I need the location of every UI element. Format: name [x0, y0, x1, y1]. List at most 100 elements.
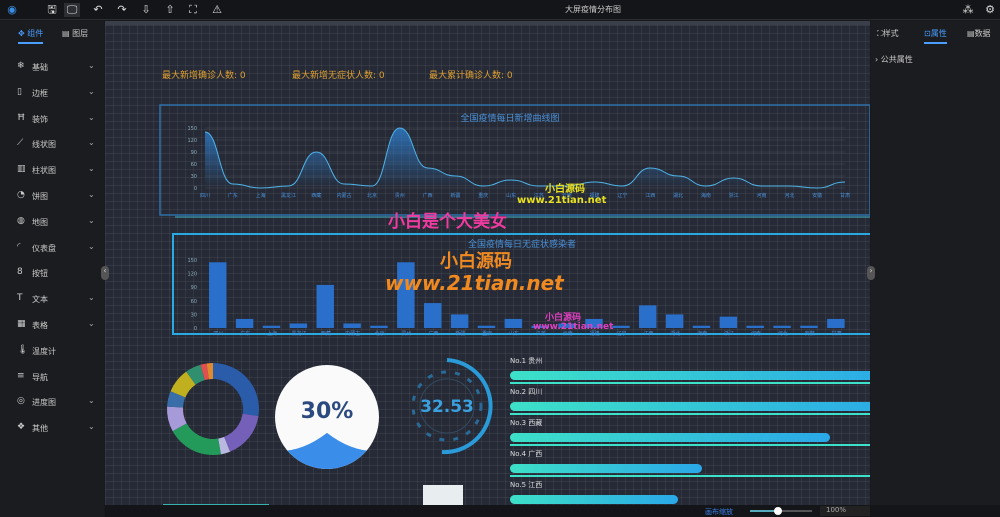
sidebar-item[interactable]: ▯ 边框 ⌄: [0, 85, 104, 101]
shapes-icon[interactable]: ⁂: [962, 3, 974, 16]
x-tick-label: 福建: [590, 192, 600, 199]
x-tick-label: 浙江: [729, 192, 739, 199]
warning-icon[interactable]: ⚠: [212, 3, 222, 16]
sidebar-item[interactable]: ◔ 饼图 ⌄: [0, 188, 104, 204]
top-toolbar: ◉ 🖫 🖵 ↶ ↷ ⇩ ⇧ ⛶ ⚠ 大屏疫情分布图 ⁂ ⚙: [0, 0, 1000, 20]
redo-icon[interactable]: ↷: [117, 3, 127, 16]
tab-label: 样式: [882, 29, 899, 38]
sidebar-item[interactable]: ◍ 地图 ⌄: [0, 214, 104, 230]
chevron-down-icon[interactable]: ⌄: [88, 396, 95, 406]
watermark-text: 小白源码: [440, 251, 512, 272]
chevron-down-icon[interactable]: ⌄: [88, 241, 95, 251]
x-tick-label: 海南: [701, 192, 711, 199]
sidebar-item[interactable]: 🌡 温度计: [0, 343, 104, 359]
snowflake-icon: ❄: [17, 61, 25, 71]
collapse-right-handle[interactable]: ›: [867, 266, 875, 280]
x-tick-label: 甘肃: [832, 330, 842, 337]
donut-slice: [200, 363, 209, 381]
sidebar-item[interactable]: ⟋ 线状图 ⌄: [0, 136, 104, 152]
y-tick-label: 30: [191, 312, 197, 318]
donut-slice: [172, 423, 221, 455]
sidebar-item-label: 表格: [32, 321, 48, 330]
x-tick-label: 内蒙古: [345, 330, 360, 337]
x-tick-label: 江苏: [534, 192, 544, 199]
sidebar-item[interactable]: Ħ 装饰 ⌄: [0, 111, 104, 127]
preview-icon[interactable]: 🖵: [64, 3, 80, 17]
tab-style[interactable]: ⛶样式: [877, 29, 899, 38]
bar: [504, 318, 523, 328]
sidebar-item-label: 文本: [32, 295, 48, 305]
x-tick-label: 云南: [562, 192, 572, 199]
chart-title: 全国疫情每日无症状感染者: [468, 238, 576, 250]
collapse-left-handle[interactable]: ‹: [101, 266, 109, 280]
tab-layers[interactable]: ▤ 图层: [62, 29, 89, 38]
chevron-down-icon[interactable]: ⌄: [88, 61, 95, 70]
y-tick-label: 150: [187, 126, 197, 132]
section-public-properties[interactable]: › 公共属性: [875, 55, 913, 64]
x-tick-label: 四川: [213, 331, 223, 337]
sidebar-item-label: 仪表盘: [32, 243, 56, 253]
sidebar-item[interactable]: ❖ 其他 ⌄: [0, 420, 104, 436]
sidebar-item[interactable]: ≡ 导航: [0, 369, 104, 385]
donut-slice: [224, 413, 259, 452]
stat-max-new-confirmed: 最大新增确诊人数: 0: [162, 71, 246, 81]
sidebar-item[interactable]: ◜ 仪表盘 ⌄: [0, 240, 104, 256]
chevron-down-icon[interactable]: ⌄: [88, 422, 95, 432]
zoom-label: 画布缩放: [705, 508, 733, 516]
gear-icon[interactable]: ⚙: [985, 3, 995, 16]
undo-icon[interactable]: ↶: [93, 3, 103, 16]
chevron-down-icon[interactable]: ⌄: [88, 112, 95, 122]
sidebar-item-label: 导航: [32, 372, 48, 382]
sidebar-item[interactable]: 8 按钮: [0, 265, 104, 281]
tab-components[interactable]: ✥ 组件: [18, 28, 44, 44]
chevron-down-icon[interactable]: ⌄: [88, 164, 95, 174]
zoom-slider-handle[interactable]: [773, 507, 782, 515]
sidebar-item[interactable]: ◎ 进度图 ⌄: [0, 394, 104, 410]
bar: [800, 325, 818, 328]
tab-data[interactable]: ▤数据: [967, 29, 991, 38]
download-icon[interactable]: ⇩: [141, 3, 151, 16]
chevron-down-icon[interactable]: ⌄: [88, 138, 95, 148]
chevron-down-icon[interactable]: ⌄: [88, 293, 95, 303]
upload-icon[interactable]: ⇧: [165, 3, 175, 16]
zoom-slider-fill: [750, 510, 778, 512]
watermark-url: www.21tian.net: [533, 322, 614, 332]
rank-divider: [510, 413, 870, 415]
x-tick-label: 黑龙江: [292, 330, 307, 337]
chevron-down-icon[interactable]: ⌄: [88, 319, 95, 328]
rank-label: No.2 四川: [510, 388, 543, 396]
sidebar-item[interactable]: ▦ 表格 ⌄: [0, 317, 104, 333]
x-tick-label: 浙江: [724, 330, 734, 337]
rank-label: No.1 贵州: [510, 357, 543, 365]
fullscreen-icon[interactable]: ⛶: [189, 3, 197, 16]
donut-slice: [213, 363, 259, 417]
sidebar-item-label: 基础: [32, 63, 48, 72]
other-icon: ❖: [17, 422, 26, 433]
building-illustration: [423, 485, 463, 505]
design-canvas[interactable]: 最大新增确诊人数: 0 最大新增无症状人数: 0 最大累计确诊人数: 0 全国疫…: [105, 21, 870, 505]
sidebar-item[interactable]: T 文本 ⌄: [0, 291, 104, 307]
save-icon[interactable]: 🖫: [47, 3, 57, 16]
x-tick-label: 海南: [697, 330, 707, 337]
tab-properties[interactable]: ⊡属性: [924, 28, 947, 44]
bar: [585, 318, 603, 328]
zoom-select[interactable]: 100%: [820, 506, 870, 516]
bar: [316, 284, 334, 328]
gauge-inner: [419, 378, 475, 434]
sidebar-item[interactable]: ❄ 基础 ⌄: [0, 59, 104, 75]
bar: [746, 325, 764, 328]
chevron-down-icon[interactable]: ⌄: [88, 86, 95, 96]
sidebar-item[interactable]: ▥ 柱状图 ⌄: [0, 162, 104, 178]
chevron-down-icon[interactable]: ⌄: [88, 215, 95, 225]
line-area: [205, 128, 845, 188]
x-tick-label: 河南: [757, 192, 767, 199]
chart-title: 全国疫情每日新增曲线图: [460, 112, 559, 124]
bar-chart-icon: ▥: [17, 164, 26, 175]
chevron-down-icon[interactable]: ⌄: [88, 190, 95, 199]
sidebar-item-label: 进度图: [32, 398, 56, 408]
x-tick-label: 北京: [375, 330, 385, 337]
zoom-slider[interactable]: [750, 507, 812, 515]
x-tick-label: 安徽: [812, 192, 822, 199]
donut-slice: [206, 363, 213, 380]
